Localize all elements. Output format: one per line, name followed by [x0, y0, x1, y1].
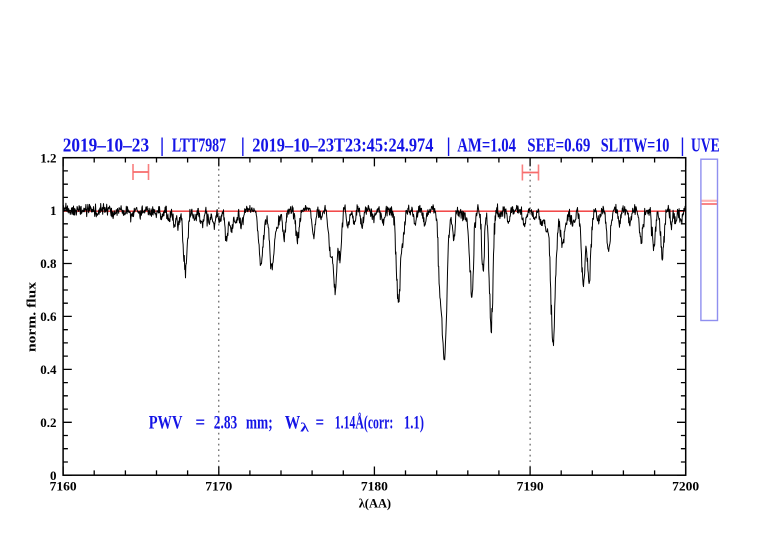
- svg-text:0.4: 0.4: [40, 362, 57, 377]
- svg-text:0: 0: [50, 468, 57, 483]
- svg-text:SEE=0.69: SEE=0.69: [527, 134, 590, 156]
- svg-text:|: |: [680, 134, 684, 156]
- svg-text:1.1): 1.1): [404, 412, 424, 433]
- svg-text:|: |: [446, 134, 450, 156]
- svg-text:7180: 7180: [361, 479, 388, 494]
- svg-text:=: =: [195, 412, 205, 433]
- svg-text:1: 1: [50, 203, 57, 218]
- svg-text:0.8: 0.8: [40, 256, 57, 271]
- svg-text:|: |: [160, 134, 164, 156]
- svg-text:7170: 7170: [205, 479, 232, 494]
- svg-text:1.2: 1.2: [40, 150, 56, 165]
- svg-text:|: |: [241, 134, 245, 156]
- svg-text:=: =: [316, 412, 325, 433]
- svg-text:SLITW=10: SLITW=10: [601, 134, 670, 156]
- svg-text:2019–10–23: 2019–10–23: [63, 134, 149, 156]
- svg-text:PWV: PWV: [149, 412, 183, 433]
- svg-text:7160: 7160: [50, 479, 77, 494]
- svg-text:1.14Å(corr:: 1.14Å(corr:: [335, 412, 394, 433]
- svg-text:0.2: 0.2: [40, 415, 56, 430]
- svg-text:2019–10–23T23:45:24.974: 2019–10–23T23:45:24.974: [252, 134, 433, 156]
- svg-text:mm;: mm;: [246, 412, 273, 433]
- svg-text:norm. flux: norm. flux: [23, 281, 38, 352]
- svg-text:λ(AA): λ(AA): [359, 495, 391, 510]
- svg-text:2.83: 2.83: [214, 412, 237, 433]
- svg-text:0.6: 0.6: [40, 309, 57, 324]
- svg-text:AM=1.04: AM=1.04: [457, 134, 516, 156]
- svg-text:7200: 7200: [672, 479, 699, 494]
- svg-text:W: W: [285, 412, 301, 433]
- svg-text:LTT7987: LTT7987: [172, 134, 226, 156]
- svg-text:UVE: UVE: [691, 134, 720, 156]
- svg-text:7190: 7190: [517, 479, 544, 494]
- svg-text:λ: λ: [300, 420, 310, 435]
